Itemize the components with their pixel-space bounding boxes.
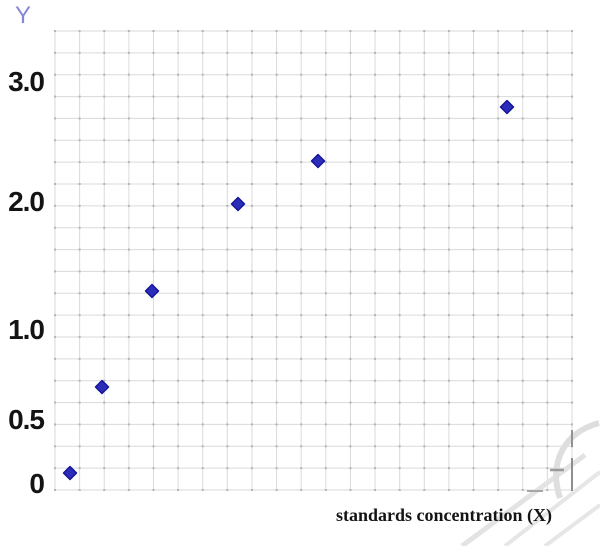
data-point-diamond [499,99,515,115]
x-axis-title: standards concentration (X) [336,505,552,525]
data-point-diamond [62,465,78,481]
y-axis-title: Y [15,2,32,29]
y-tick-label-0: 3.0 [8,66,45,97]
y-tick-label-3: 0.5 [8,404,45,435]
data-point-diamond [144,283,160,299]
y-tick-label-4: 0 [29,468,45,499]
y-tick-label-2: 1.0 [8,314,45,345]
data-point-diamond [230,196,246,212]
data-point-diamond [94,379,110,395]
data-point-diamond [310,153,326,169]
y-tick-label-1: 2.0 [8,186,45,217]
